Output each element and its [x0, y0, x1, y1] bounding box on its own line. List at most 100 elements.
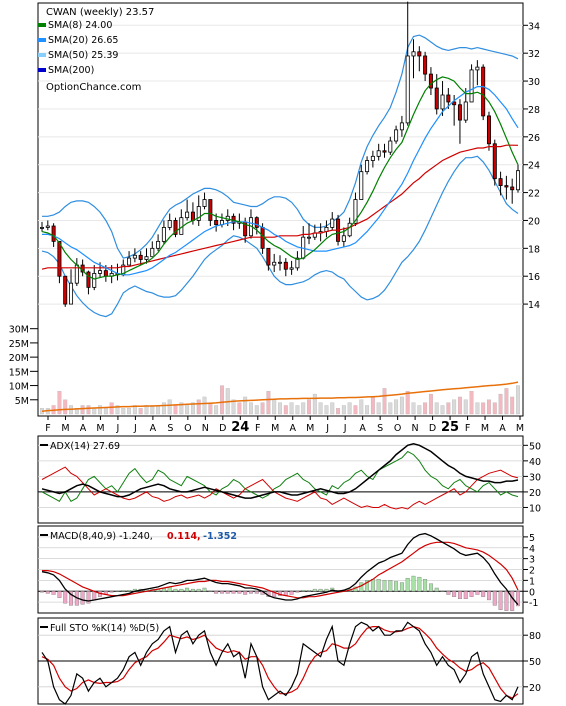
macd-hist-bar [69, 591, 73, 606]
volume-bar [481, 402, 486, 415]
month-label: M [61, 423, 69, 434]
volume-bar [341, 405, 346, 415]
candle-body [289, 267, 294, 270]
macd-hist-bar [446, 591, 451, 595]
volume-bar [417, 405, 422, 415]
candle-body [359, 171, 364, 200]
macd-hist-bar [405, 578, 410, 592]
candle-body [307, 236, 312, 239]
volume-bar [423, 402, 428, 415]
panel-tick-label: 40 [529, 457, 541, 468]
price-panel: 14 16 18 20 22 24 26 28 30 32 34 5M 10M 15M 20M 25M 30M… [9, 1, 540, 417]
macd-hist-bar [208, 591, 213, 592]
macd-hist-bar [272, 591, 277, 597]
candle-body [365, 160, 370, 173]
volume-bar [179, 402, 184, 415]
volume-bar [469, 391, 474, 415]
candle-body [446, 94, 451, 103]
volume-bar [475, 402, 480, 415]
month-label: 24 [231, 420, 249, 435]
month-label: F [45, 423, 50, 434]
sto-d-line [41, 625, 519, 699]
panel-tick-label: -1 [529, 598, 538, 609]
month-label: D [429, 423, 436, 434]
volume-bar [132, 405, 137, 415]
macd-hist-bar [179, 588, 184, 592]
candle-body [167, 220, 172, 228]
candle-body [457, 104, 462, 121]
legend-swatch [38, 68, 46, 72]
volume-bar [92, 408, 97, 415]
volume-bar [411, 402, 416, 415]
macd-hist-bar [289, 591, 294, 595]
macd-hist-bar [57, 591, 62, 598]
panel-tick-label: 10 [529, 503, 541, 514]
month-label: M [271, 423, 279, 434]
candle-body [469, 69, 474, 103]
volume-bar [382, 388, 387, 415]
volume-bar [487, 399, 491, 415]
macd-hist-bar [249, 591, 253, 594]
volume-bar [336, 408, 340, 415]
macd-hist-bar [370, 579, 375, 592]
candle-body [481, 66, 486, 117]
candle-body [277, 261, 282, 264]
candle-body [57, 240, 62, 277]
bollinger-bands [41, 34, 519, 318]
macd-hist-bar [45, 591, 50, 594]
panel-tick-label: 2 [529, 566, 535, 577]
volume-bar [214, 405, 219, 415]
candle-body [353, 199, 358, 224]
month-label: 25 [441, 420, 459, 435]
macd-hist-bar [92, 591, 97, 601]
volume-bar [231, 399, 236, 415]
month-label: J [343, 423, 347, 434]
volume-bar [307, 399, 311, 415]
price-axis-ticks: 14 16 18 20 22 24 26 28 30 32 34 [523, 21, 540, 311]
volume-bar [138, 408, 143, 415]
macd-hist-bar [307, 590, 311, 592]
volume-bar [103, 408, 108, 415]
volume-bar [312, 393, 317, 415]
macd-lines [41, 532, 519, 606]
candle-body [394, 129, 399, 142]
volume-tick-label: 5M [15, 396, 29, 407]
volume-bar [161, 402, 166, 415]
price-tick-label: 26 [528, 133, 540, 144]
macd-hist-bar [225, 591, 230, 594]
macd-hist-bar [127, 590, 132, 592]
macd-hist-bar [231, 591, 236, 594]
candle-body [283, 261, 288, 270]
volume-bar [202, 396, 207, 415]
macd-label: MACD(8,40,9) -1.240, [50, 531, 153, 542]
macd-hist-bar [80, 591, 85, 605]
macd-hist-bar [185, 587, 190, 592]
macd-hist-bar [458, 591, 462, 600]
month-label: O [184, 423, 191, 434]
price-tick-label: 30 [528, 77, 540, 88]
legend-entry: SMA(8) 24.00 [48, 20, 112, 31]
month-label: J [133, 423, 137, 434]
watermark: OptionChance.com [46, 82, 141, 93]
candle-body [295, 257, 300, 269]
volume-bar [394, 399, 399, 415]
candle-body [440, 94, 445, 110]
volume-tick-label: 30M [9, 325, 29, 336]
volume-bar [405, 391, 410, 415]
volume-bars [40, 381, 520, 415]
macd-hist-bar [399, 582, 404, 592]
candle-body [266, 247, 271, 266]
macd-hist-bar [428, 583, 433, 592]
panel-tick-label: 5 [529, 533, 535, 544]
price-tick-label: 16 [528, 272, 540, 283]
month-label: N [412, 423, 419, 434]
volume-bar [249, 402, 253, 415]
month-label: O [394, 423, 401, 434]
volume-bar [156, 405, 161, 415]
macd-hist-bar [417, 576, 422, 592]
panel-tick-label: 50 [529, 657, 541, 668]
macd-hist-bar [40, 591, 44, 593]
price-legend: SMA(8) 24.00 SMA(20) 26.65 SMA(50) 25.39 SM… [38, 20, 118, 76]
panel-tick-label: 80 [529, 631, 541, 642]
candle-body [173, 220, 178, 235]
